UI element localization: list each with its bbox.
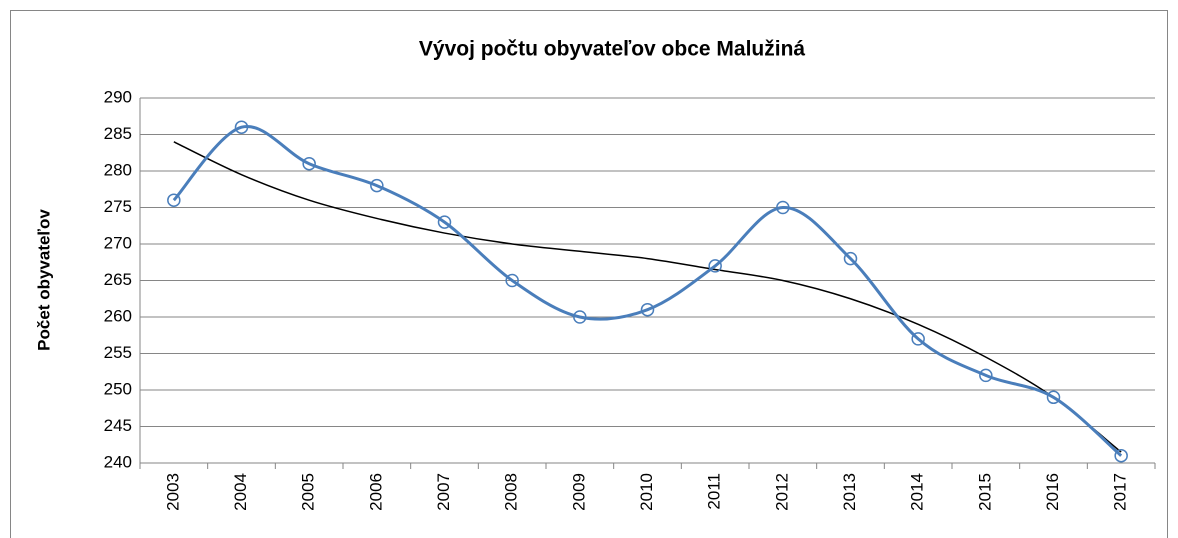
y-tick-label: 250 — [104, 379, 132, 398]
x-tick-label: 2003 — [163, 473, 182, 511]
marker — [640, 302, 655, 317]
marker — [911, 332, 925, 346]
x-tick-label: 2017 — [1111, 473, 1130, 511]
y-tick-label: 260 — [104, 306, 132, 325]
x-tick-label: 2005 — [299, 473, 318, 511]
y-axis-label: Počet obyvateľov — [34, 209, 53, 351]
marker — [776, 200, 790, 215]
marker — [505, 273, 519, 288]
y-tick-label: 285 — [104, 124, 132, 143]
marker — [370, 178, 384, 193]
x-tick-label: 2004 — [231, 473, 250, 511]
x-tick-label: 2010 — [637, 473, 656, 511]
y-tick-label: 275 — [104, 197, 132, 216]
x-tick-label: 2011 — [705, 473, 724, 510]
y-tick-label: 240 — [104, 452, 132, 471]
marker — [843, 251, 858, 266]
x-tick-label: 2006 — [366, 473, 385, 511]
data-line — [172, 124, 1123, 457]
y-tick-label: 255 — [104, 343, 132, 362]
marker — [167, 193, 181, 207]
y-tick-label: 280 — [104, 160, 132, 179]
x-tick-label: 2013 — [840, 473, 859, 511]
chart-border — [10, 10, 1168, 538]
trend-line — [173, 141, 1122, 453]
marker — [1046, 390, 1061, 405]
chart-title: Vývoj počtu obyvateľov obce Malužiná — [419, 38, 805, 61]
marker — [302, 156, 316, 171]
marker — [573, 310, 587, 324]
y-tick-label: 290 — [104, 87, 132, 106]
marker — [1114, 448, 1128, 463]
x-tick-label: 2015 — [975, 473, 994, 511]
x-tick-label: 2016 — [1043, 473, 1062, 511]
x-tick-label: 2007 — [434, 473, 453, 511]
marker — [708, 259, 722, 273]
y-tick-label: 245 — [104, 416, 132, 435]
marker — [234, 120, 249, 134]
x-tick-label: 2008 — [502, 473, 521, 511]
x-tick-label: 2012 — [772, 473, 791, 511]
y-tick-label: 270 — [104, 233, 132, 252]
y-tick-label: 265 — [104, 270, 132, 289]
x-tick-label: 2014 — [908, 473, 927, 511]
marker — [979, 368, 993, 383]
x-tick-label: 2009 — [569, 473, 588, 511]
marker — [437, 215, 452, 229]
